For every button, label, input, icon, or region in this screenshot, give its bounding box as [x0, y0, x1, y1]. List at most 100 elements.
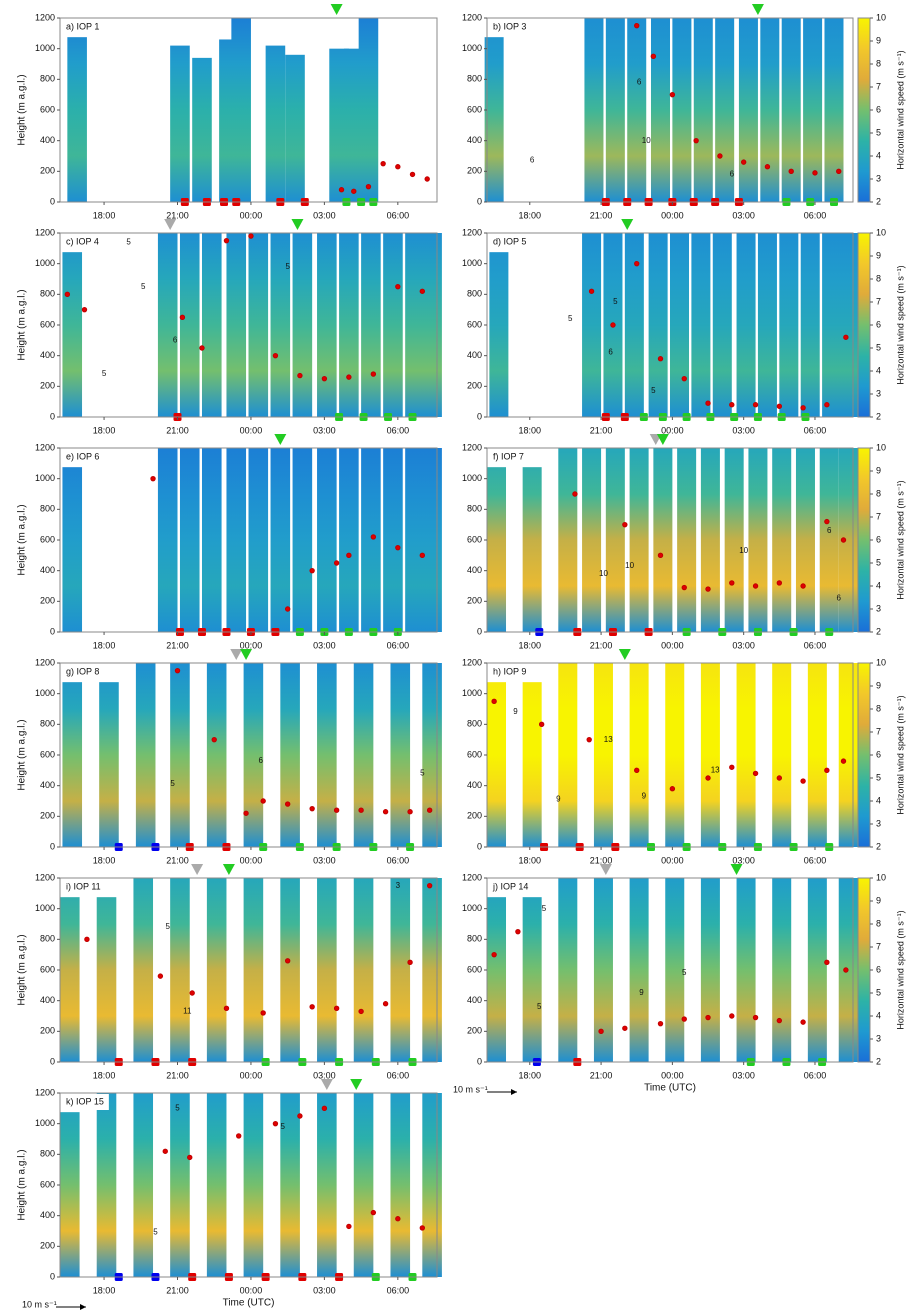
x-tick-label: 18:00: [93, 425, 116, 435]
bl-height: [395, 283, 401, 290]
wind-profile: [248, 233, 269, 417]
bl-height: [370, 371, 377, 377]
arrow-key-head: [80, 1304, 86, 1310]
wind-profile: [838, 663, 858, 847]
bl-height: [199, 345, 205, 351]
bl-height: [705, 775, 711, 781]
bl-height: [491, 698, 497, 705]
y-tick-label: 600: [40, 749, 55, 759]
y-tick-label: 1000: [35, 473, 55, 483]
wind-profile: [422, 878, 442, 1062]
colorbar-tick-label: 6: [876, 534, 881, 544]
wind-profile: [383, 233, 403, 417]
wind-profile: [358, 18, 379, 202]
contour-label: 13: [711, 765, 720, 774]
wind-profile: [558, 448, 578, 632]
wind-profile: [243, 663, 264, 847]
bl-height: [346, 552, 352, 559]
title-box: [488, 664, 532, 680]
wind-profile: [285, 54, 305, 202]
contour-label: 5: [651, 386, 656, 395]
wind-profile: [736, 233, 756, 417]
bl-height: [333, 1005, 340, 1012]
x-tick-label: 00:00: [661, 855, 684, 865]
x-axis-label: Time (UTC): [223, 1298, 275, 1309]
y-tick-label: 400: [40, 1210, 55, 1220]
y-tick-label: 0: [50, 196, 55, 206]
bl-height: [407, 809, 413, 815]
colorbar-label: Horizontal wind speed (m s⁻¹): [895, 50, 905, 169]
bl-height: [260, 798, 266, 804]
panel-title: d) IOP 5: [493, 236, 526, 246]
wind-profile: [405, 448, 425, 632]
contour-label: 5: [281, 1122, 286, 1131]
y-axis-label: Height (m a.g.l.): [17, 504, 28, 575]
bl-height: [824, 959, 830, 966]
y-tick-label: 200: [467, 381, 482, 391]
bl-height: [321, 375, 328, 382]
wind-profile: [62, 467, 83, 632]
x-tick-label: 03:00: [732, 210, 755, 220]
colorbar-tick-label: 7: [876, 941, 881, 951]
bl-height: [705, 586, 711, 592]
wind-profile: [422, 663, 442, 847]
wind-profile: [405, 233, 425, 417]
wind-profile: [383, 448, 403, 632]
bl-height: [634, 260, 640, 267]
y-tick-label: 400: [467, 565, 482, 575]
bl-height: [309, 1004, 315, 1010]
wind-profile: [677, 448, 697, 632]
wind-profile: [665, 663, 685, 847]
wind-profile: [487, 467, 507, 632]
wind-profile: [62, 682, 83, 847]
wind-profile: [781, 18, 801, 202]
y-axis-label: Height (m a.g.l.): [17, 719, 28, 790]
colorbar-tick-label: 9: [876, 680, 881, 690]
contour-label: 5: [102, 369, 107, 378]
bl-height: [333, 560, 340, 566]
bl-height: [248, 233, 254, 239]
contour-label: 9: [642, 792, 647, 801]
wind-profile: [170, 663, 190, 847]
y-tick-label: 800: [467, 934, 482, 944]
wind-profile: [133, 878, 154, 1062]
wind-profile: [96, 1093, 117, 1277]
bl-height: [370, 534, 377, 540]
bl-height: [157, 973, 164, 979]
bl-height: [162, 1148, 168, 1154]
bl-height: [586, 736, 592, 743]
top-marker: [320, 1079, 333, 1090]
bl-height: [843, 334, 849, 340]
bl-height: [657, 552, 664, 559]
y-tick-label: 800: [40, 504, 55, 514]
wind-profile: [712, 233, 732, 417]
x-tick-label: 06:00: [387, 1285, 410, 1295]
top-marker: [599, 864, 612, 875]
bl-height: [223, 1005, 230, 1012]
colorbar-tick-label: 5: [876, 127, 881, 137]
bl-height: [776, 580, 783, 586]
colorbar-tick-label: 3: [876, 388, 881, 398]
wind-profile: [157, 233, 178, 417]
bl-height: [272, 1120, 279, 1127]
contour-label: 5: [542, 904, 547, 913]
contour-label: 10: [625, 561, 634, 570]
x-tick-label: 00:00: [661, 640, 684, 650]
y-tick-label: 200: [467, 1026, 482, 1036]
x-tick-label: 03:00: [313, 210, 336, 220]
wind-profile: [822, 233, 842, 417]
x-tick-label: 21:00: [590, 855, 613, 865]
colorbar: [857, 232, 871, 418]
colorbar-tick-label: 7: [876, 726, 881, 736]
panel-title: b) IOP 3: [493, 21, 526, 31]
wind-profile: [339, 233, 359, 417]
y-tick-label: 200: [40, 1026, 55, 1036]
title-box: [61, 234, 104, 250]
colorbar: [857, 877, 871, 1063]
y-tick-label: 400: [40, 780, 55, 790]
x-tick-label: 03:00: [313, 1285, 336, 1295]
wind-profile: [838, 233, 858, 417]
x-tick-label: 00:00: [240, 210, 263, 220]
y-tick-label: 800: [40, 74, 55, 84]
y-tick-label: 400: [40, 565, 55, 575]
